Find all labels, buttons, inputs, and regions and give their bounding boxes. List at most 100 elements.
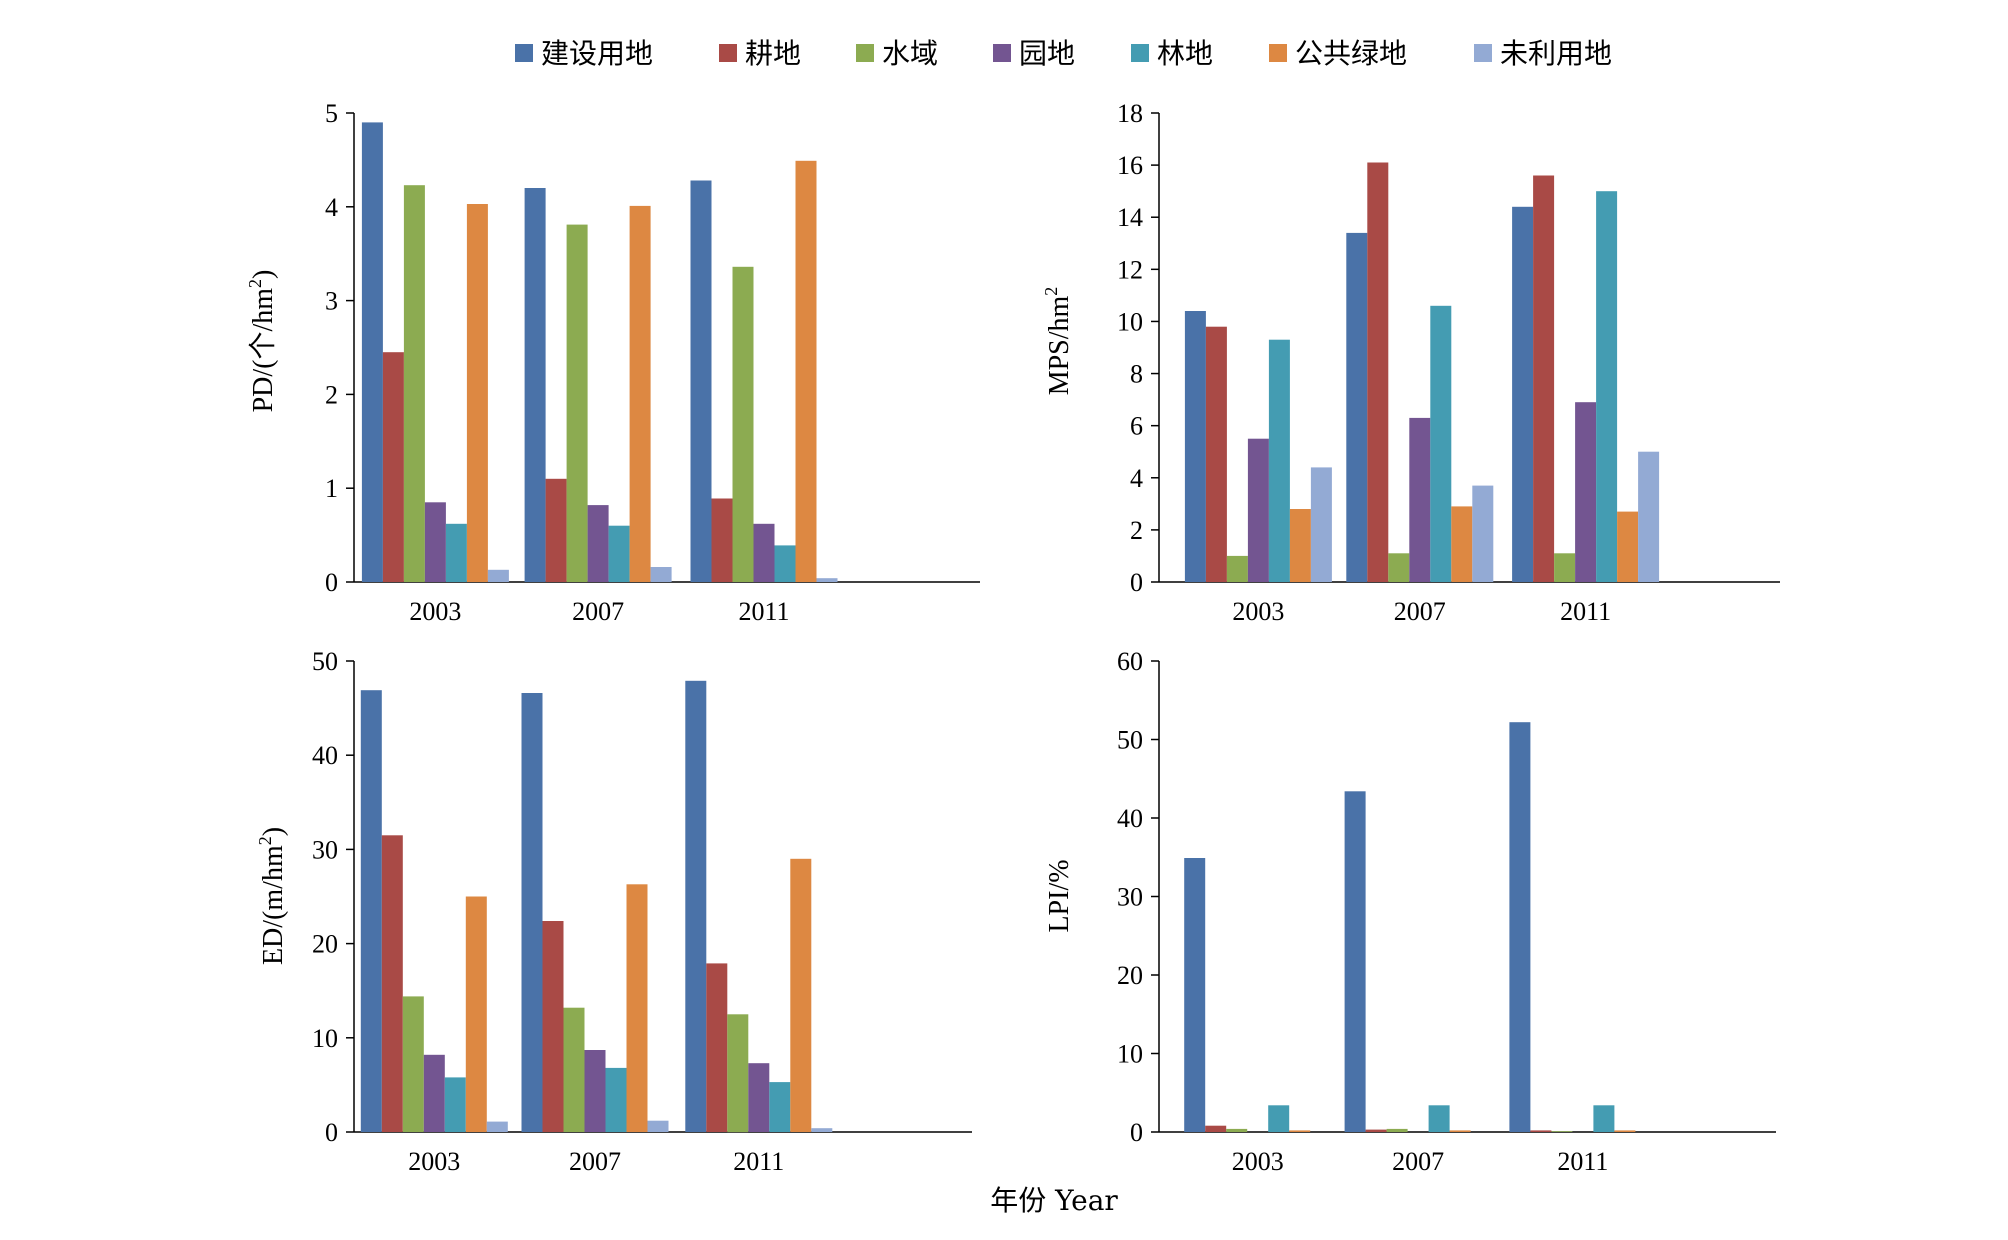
y-tick-label: 60 bbox=[1117, 647, 1143, 676]
y-axis-title-superscript: 2 bbox=[1041, 287, 1061, 296]
bar-2011-series-1 bbox=[711, 498, 733, 582]
bar-2003-series-1 bbox=[1205, 1125, 1227, 1132]
y-axis-title-tail: ) bbox=[248, 270, 279, 279]
bar-2011-series-3 bbox=[1575, 402, 1597, 582]
bar-2003-series-5 bbox=[1289, 509, 1311, 582]
legend-label-6: 未利用地 bbox=[1500, 37, 1612, 70]
bar-2003-series-6 bbox=[487, 569, 509, 582]
bar-2011-series-0 bbox=[690, 180, 712, 582]
y-axis-title: LPI/% bbox=[1044, 859, 1075, 932]
y-axis-title-main: ED/(m/hm bbox=[258, 845, 289, 965]
y-tick-label: 50 bbox=[312, 647, 338, 676]
bar-2007-series-6 bbox=[647, 1120, 669, 1132]
legend-label-5: 公共绿地 bbox=[1295, 37, 1407, 70]
x-tick-label: 2007 bbox=[569, 1147, 621, 1176]
bar-2003-series-6 bbox=[486, 1121, 508, 1132]
y-axis-title-main: LPI/% bbox=[1044, 859, 1075, 932]
y-tick-label: 16 bbox=[1117, 151, 1143, 180]
legend-swatch-6 bbox=[1474, 44, 1492, 62]
bar-2007-series-1 bbox=[542, 921, 564, 1132]
bar-2011-series-4 bbox=[774, 545, 796, 582]
bar-2007-series-2 bbox=[566, 224, 588, 582]
bar-2007-series-5 bbox=[629, 205, 651, 582]
bar-2003-series-0 bbox=[361, 122, 383, 583]
bar-2003-series-0 bbox=[1184, 858, 1206, 1132]
bar-2007-series-5 bbox=[626, 884, 648, 1132]
bar-2007-series-0 bbox=[521, 693, 543, 1132]
bar-2011-series-0 bbox=[1512, 206, 1534, 583]
bar-2003-series-3 bbox=[1247, 438, 1269, 582]
bar-2011-series-1 bbox=[706, 963, 728, 1132]
y-tick-label: 6 bbox=[1130, 412, 1143, 441]
chart-lpi: 0 10 20 30 40 50 60 LPI/% 2003 2007 2011 bbox=[1044, 647, 1776, 1176]
bar-2011-series-2 bbox=[732, 266, 754, 582]
y-axis-title: MPS/hm2 bbox=[1041, 287, 1075, 396]
y-tick-label: 0 bbox=[1130, 1118, 1143, 1147]
chart-ed: 0 10 20 30 40 50 ED/(m/hm2) 2003 2007 2011 bbox=[255, 647, 972, 1176]
bar-2011-series-0 bbox=[685, 680, 707, 1132]
legend-swatch-5 bbox=[1269, 44, 1287, 62]
x-tick-label: 2007 bbox=[572, 597, 624, 626]
y-tick-label: 1 bbox=[325, 474, 338, 503]
y-tick-label: 3 bbox=[325, 287, 338, 316]
bar-2011-series-1 bbox=[1533, 175, 1555, 582]
bar-2007-series-4 bbox=[1430, 305, 1452, 582]
bar-2007-series-6 bbox=[650, 567, 672, 582]
y-axis-title-superscript: 2 bbox=[245, 279, 265, 288]
y-tick-label: 10 bbox=[1117, 307, 1143, 336]
bar-2007-series-3 bbox=[584, 1050, 606, 1132]
bar-2011-series-2 bbox=[1551, 1131, 1573, 1132]
legend-swatch-4 bbox=[1131, 44, 1149, 62]
x-tick-label: 2003 bbox=[1232, 1147, 1284, 1176]
y-tick-label: 30 bbox=[312, 835, 338, 864]
bar-2003-series-2 bbox=[1226, 555, 1248, 582]
bar-2007-series-6 bbox=[1472, 485, 1494, 582]
x-tick-label: 2011 bbox=[738, 597, 789, 626]
bar-2011-series-2 bbox=[1554, 553, 1576, 582]
legend-label-4: 林地 bbox=[1157, 37, 1213, 70]
bar-2011-series-3 bbox=[748, 1063, 770, 1132]
bar-2011-series-6 bbox=[1638, 451, 1660, 582]
y-tick-label: 50 bbox=[1117, 726, 1143, 755]
bar-2011-series-0 bbox=[1509, 722, 1531, 1132]
bar-2003-series-4 bbox=[1268, 339, 1290, 582]
y-tick-label: 20 bbox=[312, 930, 338, 959]
bar-2011-series-4 bbox=[1593, 1105, 1615, 1132]
y-tick-label: 8 bbox=[1130, 360, 1143, 389]
bar-2007-series-1 bbox=[1365, 1129, 1387, 1132]
bar-2007-series-0 bbox=[1346, 232, 1368, 582]
bar-2007-series-3 bbox=[1409, 417, 1431, 582]
bar-2007-series-4 bbox=[1428, 1105, 1450, 1132]
bar-2003-series-4 bbox=[445, 523, 467, 582]
bar-2011-series-5 bbox=[1614, 1130, 1636, 1132]
legend-label-3: 园地 bbox=[1019, 37, 1075, 70]
bar-2007-series-2 bbox=[1386, 1128, 1408, 1132]
bar-2011-series-4 bbox=[1596, 191, 1618, 582]
x-tick-label: 2007 bbox=[1394, 597, 1446, 626]
bar-2003-series-4 bbox=[1268, 1105, 1290, 1132]
y-tick-label: 0 bbox=[325, 1118, 338, 1147]
bar-2003-series-6 bbox=[1310, 467, 1332, 582]
bar-2007-series-1 bbox=[1367, 162, 1389, 582]
legend-swatch-3 bbox=[993, 44, 1011, 62]
legend-label-2: 水域 bbox=[882, 37, 938, 70]
x-axis-title: 年份 Year bbox=[990, 1184, 1118, 1217]
x-tick-label: 2011 bbox=[1557, 1147, 1608, 1176]
x-tick-label: 2011 bbox=[733, 1147, 784, 1176]
y-tick-label: 14 bbox=[1117, 203, 1143, 232]
y-tick-label: 5 bbox=[325, 99, 338, 128]
legend-swatch-1 bbox=[719, 44, 737, 62]
y-tick-label: 2 bbox=[1130, 516, 1143, 545]
bar-2011-series-5 bbox=[795, 160, 817, 583]
y-axis-title: PD/(个/hm2) bbox=[245, 270, 279, 413]
bar-2003-series-2 bbox=[402, 996, 424, 1132]
y-tick-label: 18 bbox=[1117, 99, 1143, 128]
bar-2007-series-2 bbox=[1388, 553, 1410, 582]
y-tick-label: 10 bbox=[1117, 1040, 1143, 1069]
bar-2011-series-2 bbox=[727, 1014, 749, 1133]
y-tick-label: 0 bbox=[1130, 568, 1143, 597]
bar-2003-series-5 bbox=[1289, 1130, 1311, 1132]
bar-2007-series-4 bbox=[608, 525, 630, 582]
bar-2003-series-4 bbox=[444, 1077, 466, 1132]
